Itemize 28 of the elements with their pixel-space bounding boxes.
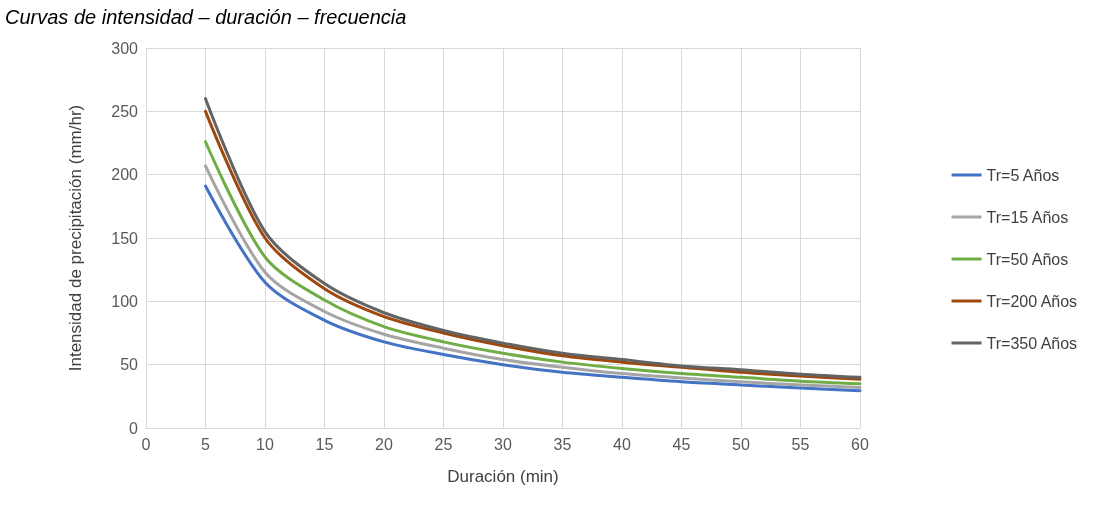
- x-tick-label: 5: [201, 435, 211, 453]
- x-tick-label: 35: [553, 435, 572, 453]
- x-tick-label: 30: [494, 435, 512, 453]
- chart-title: Curvas de intensidad – duración – frecuencia: [5, 6, 407, 28]
- legend-label: Tr=15 Años: [986, 208, 1069, 226]
- y-tick-label: 200: [111, 166, 139, 184]
- x-tick-label: 20: [375, 435, 393, 453]
- legend-label: Tr=50 Años: [986, 250, 1069, 268]
- y-tick-label: 50: [120, 356, 139, 374]
- x-tick-label: 55: [791, 435, 810, 453]
- y-tick-label: 100: [111, 292, 139, 310]
- legend-label: Tr=350 Años: [986, 334, 1078, 352]
- x-tick-label: 45: [672, 435, 691, 453]
- x-tick-label: 10: [256, 435, 274, 453]
- x-tick-label: 50: [732, 435, 750, 453]
- legend-label: Tr=200 Años: [986, 292, 1078, 310]
- legend-label: Tr=5 Años: [986, 166, 1060, 184]
- y-tick-label: 250: [111, 102, 139, 120]
- y-tick-label: 300: [111, 39, 139, 57]
- x-tick-label: 25: [434, 435, 453, 453]
- x-tick-label: 60: [851, 435, 869, 453]
- y-axis-title: Intensidad de precipitación (mm/hr): [66, 104, 85, 372]
- y-tick-label: 150: [111, 229, 139, 247]
- y-tick-label: 0: [129, 419, 139, 437]
- x-tick-label: 15: [315, 435, 334, 453]
- x-tick-label: 40: [613, 435, 631, 453]
- x-tick-label: 0: [141, 435, 151, 453]
- x-axis-title: Duración (min): [447, 467, 559, 486]
